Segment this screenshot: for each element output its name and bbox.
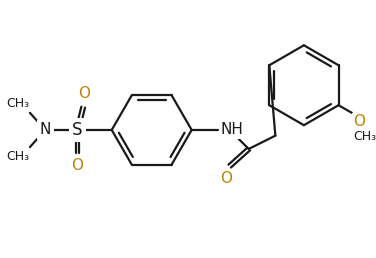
Text: N: N [39, 123, 51, 138]
Text: O: O [78, 86, 90, 101]
Text: CH₃: CH₃ [6, 97, 29, 110]
Text: CH₃: CH₃ [6, 150, 29, 163]
Text: O: O [220, 171, 232, 186]
Text: NH: NH [220, 123, 243, 138]
Text: S: S [72, 121, 83, 139]
Text: CH₃: CH₃ [353, 130, 376, 143]
Text: O: O [71, 158, 83, 173]
Text: O: O [353, 114, 365, 129]
